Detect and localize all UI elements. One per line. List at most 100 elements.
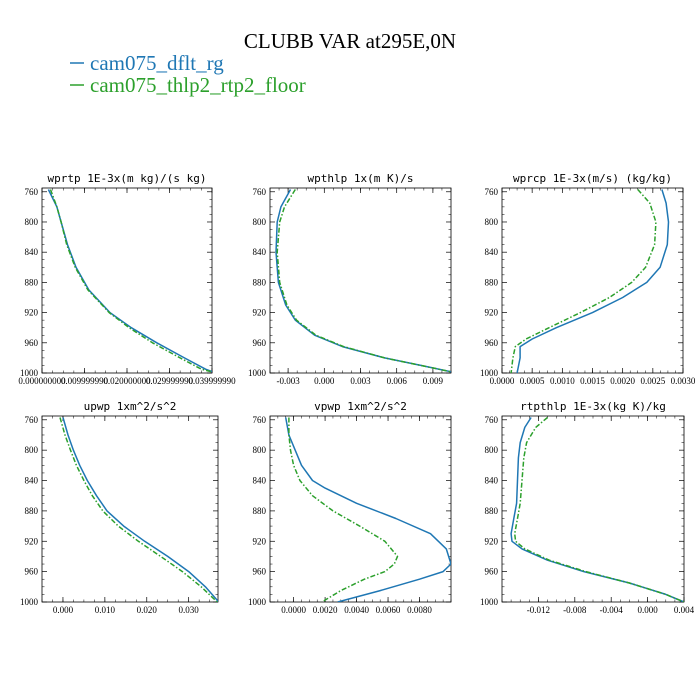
y-tick-label: 960 <box>485 338 499 348</box>
y-tick-label: 920 <box>25 536 39 546</box>
x-tick-label: 0.009999990 <box>61 376 109 386</box>
series-line-2 <box>510 189 657 373</box>
y-tick-label: 800 <box>485 445 499 455</box>
x-tick-label: 0.004 <box>674 605 695 615</box>
x-tick-label: 0.009 <box>423 376 444 386</box>
x-tick-label: 0.0000 <box>281 605 306 615</box>
series-line-1 <box>516 189 670 373</box>
x-tick-label: 0.020000000 <box>103 376 151 386</box>
y-tick-label: 760 <box>25 187 39 197</box>
x-tick-label: -0.012 <box>527 605 550 615</box>
x-tick-label: 0.006 <box>387 376 408 386</box>
y-tick-label: 800 <box>485 217 499 227</box>
y-tick-label: 920 <box>25 308 39 318</box>
y-tick-label: 840 <box>485 476 499 486</box>
y-tick-label: 1000 <box>480 368 499 378</box>
y-tick-label: 920 <box>485 536 499 546</box>
panel-4: upwp 1xm^2/s^2 760 800 840 880 920 960 1000 0.00… <box>20 400 219 615</box>
x-tick-label: 0.000 <box>314 376 335 386</box>
x-tick-label: 0.0030 <box>671 376 696 386</box>
panel-frame <box>501 187 684 374</box>
series-line-1 <box>275 189 451 373</box>
x-tick-label: 0.0025 <box>640 376 665 386</box>
y-tick-label: 960 <box>25 338 39 348</box>
y-tick-label: 920 <box>253 308 267 318</box>
y-tick-label: 960 <box>485 567 499 577</box>
y-tick-label: 960 <box>25 567 39 577</box>
y-tick-label: 880 <box>253 506 267 516</box>
x-tick-label: 0.0010 <box>550 376 575 386</box>
y-tick-label: 1000 <box>248 597 267 607</box>
panel-frame <box>269 187 452 374</box>
y-tick-label: 760 <box>253 415 267 425</box>
series-line-2 <box>288 417 399 602</box>
y-tick-label: 920 <box>485 308 499 318</box>
y-tick-label: 840 <box>25 247 39 257</box>
x-tick-label: 0.0020 <box>610 376 635 386</box>
legend-label-2: cam075_thlp2_rtp2_floor <box>90 73 306 97</box>
y-tick-label: 880 <box>25 277 39 287</box>
y-tick-label: 840 <box>25 476 39 486</box>
y-tick-label: 880 <box>253 277 267 287</box>
y-tick-label: 1000 <box>20 597 39 607</box>
legend: cam075_dflt_rg cam075_thlp2_rtp2_floor <box>70 51 306 97</box>
series-line-2 <box>513 416 684 602</box>
y-tick-label: 800 <box>25 217 39 227</box>
x-tick-label: 0.030 <box>179 605 200 615</box>
series-line-1 <box>47 189 212 373</box>
x-tick-label: 0.000000000 <box>18 376 66 386</box>
x-tick-label: 0.010 <box>95 605 116 615</box>
series-line-2 <box>49 189 212 373</box>
x-tick-label: -0.003 <box>276 376 300 386</box>
y-tick-label: 760 <box>25 415 39 425</box>
x-tick-label: 0.0015 <box>580 376 605 386</box>
panel-6: rtpthlp 1E-3x(kg K)/kg 760 800 840 880 920 960… <box>480 400 695 615</box>
x-tick-label: 0.003 <box>350 376 371 386</box>
y-tick-label: 760 <box>485 415 499 425</box>
series-line-2 <box>276 189 451 373</box>
panel-frame <box>269 415 452 603</box>
x-tick-label: -0.008 <box>563 605 587 615</box>
y-tick-label: 1000 <box>20 368 39 378</box>
x-tick-label: 0.0060 <box>376 605 401 615</box>
x-tick-label: 0.0040 <box>344 605 369 615</box>
x-tick-label: 0.0080 <box>407 605 432 615</box>
x-tick-label: 0.0020 <box>313 605 338 615</box>
panel-2: wpthlp 1x(m K)/s 760 800 840 880 920 960 1000 -0… <box>248 172 452 386</box>
y-tick-label: 880 <box>485 277 499 287</box>
x-tick-label: 0.0005 <box>520 376 545 386</box>
y-tick-label: 800 <box>253 217 267 227</box>
series-line-2 <box>59 417 218 602</box>
panel-title: wprtp 1E-3x(m kg)/(s kg) <box>48 172 207 185</box>
y-tick-label: 800 <box>253 445 267 455</box>
x-tick-label: 0.000 <box>53 605 74 615</box>
y-tick-label: 800 <box>25 445 39 455</box>
panel-title: rtpthlp 1E-3x(kg K)/kg <box>520 400 666 413</box>
figure-title: CLUBB VAR at295E,0N <box>244 29 456 53</box>
panel-1: wprtp 1E-3x(m kg)/(s kg) 760 800 840 880 920 9… <box>18 172 236 386</box>
y-tick-label: 960 <box>253 567 267 577</box>
panel-title: wprcp 1E-3x(m/s) (kg/kg) <box>513 172 672 185</box>
y-tick-label: 840 <box>485 247 499 257</box>
panel-title: wpthlp 1x(m K)/s <box>308 172 414 185</box>
panel-frame <box>41 187 213 374</box>
panel-3: wprcp 1E-3x(m/s) (kg/kg) 760 800 840 880 920 9… <box>480 172 696 386</box>
y-tick-label: 920 <box>253 536 267 546</box>
panel-title: vpwp 1xm^2/s^2 <box>314 400 407 413</box>
x-tick-label: 0.029999990 <box>146 376 194 386</box>
series-line-1 <box>284 417 451 602</box>
y-tick-label: 1000 <box>248 368 267 378</box>
panel-title: upwp 1xm^2/s^2 <box>84 400 177 413</box>
y-tick-label: 840 <box>253 476 267 486</box>
panel-5: vpwp 1xm^2/s^2 760 800 840 880 920 960 1000 0.00… <box>248 400 452 615</box>
x-tick-label: 0.000 <box>637 605 658 615</box>
x-tick-label: 0.020 <box>137 605 158 615</box>
series-line-1 <box>62 417 218 602</box>
panel-frame <box>41 415 219 603</box>
y-tick-label: 1000 <box>480 597 499 607</box>
x-tick-label: 0.039999990 <box>188 376 236 386</box>
y-tick-label: 880 <box>485 506 499 516</box>
y-tick-label: 760 <box>485 187 499 197</box>
x-tick-label: -0.004 <box>600 605 624 615</box>
